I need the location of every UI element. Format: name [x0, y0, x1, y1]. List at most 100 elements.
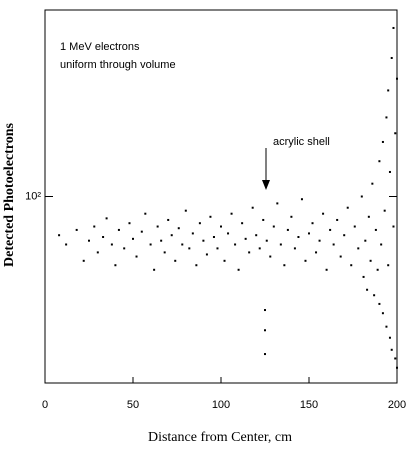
- point: [318, 239, 321, 242]
- point: [311, 222, 314, 225]
- point: [191, 232, 194, 235]
- point: [293, 247, 296, 250]
- point: [167, 218, 170, 221]
- point: [216, 247, 219, 250]
- point: [315, 251, 318, 254]
- point: [58, 234, 61, 237]
- point: [156, 225, 159, 228]
- point: [202, 239, 205, 242]
- point: [396, 366, 398, 369]
- point: [390, 348, 393, 351]
- point: [262, 218, 265, 221]
- point: [385, 116, 388, 119]
- point: [378, 160, 381, 163]
- x-tick-label: 150: [300, 399, 318, 411]
- point: [82, 259, 85, 262]
- x-axis-label: Distance from Center, cm: [148, 430, 292, 445]
- point: [387, 89, 390, 92]
- point: [264, 353, 266, 356]
- point: [269, 255, 272, 258]
- x-tick-label: 50: [127, 399, 139, 411]
- point: [227, 232, 230, 235]
- point: [272, 225, 275, 228]
- point: [170, 234, 173, 237]
- point: [360, 195, 363, 198]
- point: [96, 251, 99, 254]
- point: [297, 236, 300, 239]
- point: [394, 357, 397, 360]
- point: [396, 77, 398, 80]
- point: [387, 264, 390, 267]
- point: [390, 56, 393, 59]
- point: [383, 209, 386, 212]
- point: [153, 268, 156, 271]
- point: [258, 247, 261, 250]
- point: [332, 243, 335, 246]
- point: [93, 225, 96, 228]
- point: [369, 259, 372, 262]
- point: [174, 259, 177, 262]
- point: [350, 264, 353, 267]
- point: [244, 237, 247, 240]
- point: [132, 237, 134, 240]
- point: [237, 268, 240, 271]
- arrow-head: [262, 180, 270, 190]
- point: [392, 225, 395, 228]
- point: [388, 336, 391, 339]
- point: [304, 259, 307, 262]
- point: [234, 243, 237, 246]
- point: [366, 288, 369, 291]
- point: [381, 312, 384, 315]
- point: [184, 209, 187, 212]
- point: [205, 253, 208, 256]
- point: [135, 255, 138, 258]
- point: [110, 243, 113, 246]
- point: [392, 26, 395, 29]
- point: [276, 202, 279, 205]
- point: [177, 227, 180, 230]
- point: [343, 234, 346, 237]
- x-tick-label: 100: [212, 399, 230, 411]
- point: [374, 228, 377, 231]
- point: [364, 239, 367, 242]
- point: [367, 215, 370, 218]
- point: [329, 228, 332, 231]
- point: [346, 206, 349, 209]
- point: [188, 247, 191, 250]
- point: [251, 206, 254, 209]
- point: [65, 243, 68, 246]
- point: [380, 243, 383, 246]
- point: [381, 140, 384, 143]
- point: [160, 239, 163, 242]
- point: [290, 215, 293, 218]
- point: [88, 239, 90, 242]
- point: [181, 243, 184, 246]
- point: [223, 259, 226, 262]
- point: [128, 222, 131, 225]
- point: [279, 243, 282, 246]
- annotation: uniform through volume: [60, 59, 176, 71]
- point: [75, 228, 78, 231]
- point: [353, 225, 356, 228]
- point: [123, 247, 126, 250]
- point: [264, 309, 266, 312]
- point: [308, 232, 310, 235]
- point: [388, 170, 391, 173]
- point: [264, 329, 266, 332]
- point: [114, 264, 117, 267]
- point: [265, 239, 268, 242]
- point: [357, 247, 360, 250]
- point: [371, 182, 374, 185]
- point: [144, 212, 147, 215]
- point: [220, 225, 222, 228]
- point: [378, 302, 381, 305]
- point: [248, 251, 251, 254]
- point: [209, 215, 212, 218]
- point: [362, 275, 365, 278]
- y-tick-label: 10²: [25, 190, 41, 202]
- point: [322, 212, 325, 215]
- x-tick-label: 200: [388, 399, 406, 411]
- point: [241, 222, 244, 225]
- point: [117, 228, 120, 231]
